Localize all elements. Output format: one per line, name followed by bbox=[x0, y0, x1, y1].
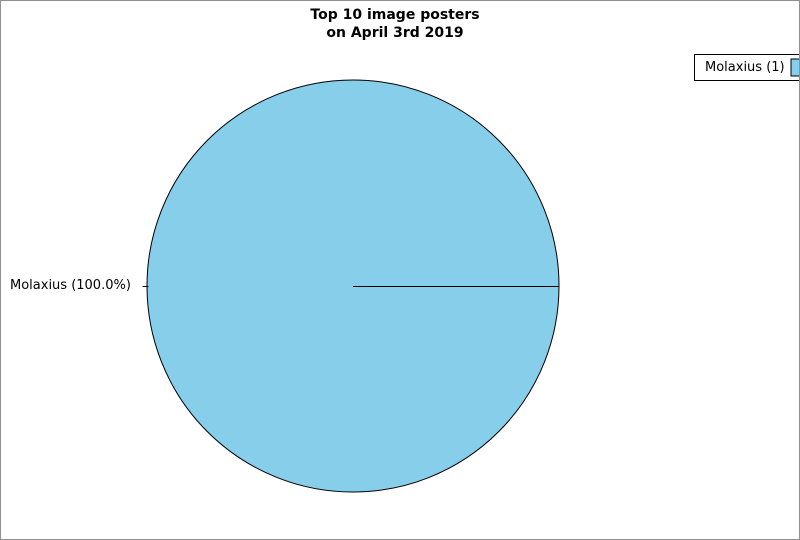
legend-item-label: Molaxius (1) bbox=[705, 60, 785, 75]
pie-slice-label: Molaxius (100.0%) bbox=[10, 278, 131, 293]
chart-title-line2: on April 3rd 2019 bbox=[326, 25, 464, 41]
chart-title-line1: Top 10 image posters bbox=[310, 7, 480, 23]
chart-title: Top 10 image posters on April 3rd 2019 bbox=[1, 6, 795, 42]
legend-swatch-icon bbox=[790, 58, 799, 77]
legend-box: Molaxius (1) bbox=[694, 54, 799, 81]
legend-swatch-rect bbox=[790, 58, 799, 77]
